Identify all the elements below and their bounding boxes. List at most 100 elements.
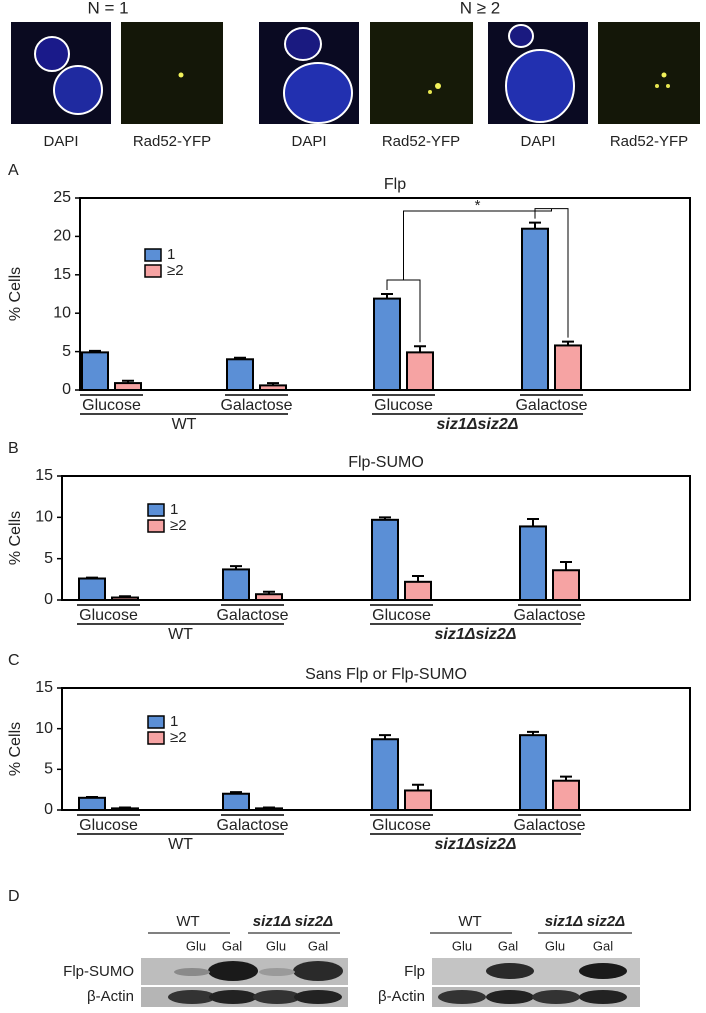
image-label: DAPI: [520, 133, 555, 150]
chart-title: Flp-SUMO: [348, 454, 424, 471]
x-tick-label: Glucose: [79, 817, 138, 834]
panel-label: A: [8, 162, 19, 179]
panel-label: D: [8, 888, 20, 905]
error-bar: [263, 806, 275, 809]
y-tick-label: 10: [35, 509, 53, 526]
legend-swatch: [147, 519, 165, 533]
y-tick-label: 20: [53, 228, 71, 245]
y-axis-label: % Cells: [7, 267, 24, 321]
bar: [552, 779, 580, 811]
x-tick-label: Glucose: [372, 607, 431, 624]
y-tick-label: 25: [53, 189, 71, 206]
row-label: Flp: [404, 963, 425, 980]
y-tick-label: 15: [35, 467, 53, 484]
error-bar: [267, 382, 279, 386]
lane-label: Gal: [498, 938, 518, 953]
group-label: siz1Δsiz2Δ: [435, 626, 517, 643]
bar: [521, 227, 549, 391]
error-bar: [122, 379, 134, 384]
legend-swatch: [144, 248, 162, 262]
x-tick-label: Galactose: [515, 397, 587, 414]
significance-bracket: [403, 208, 552, 280]
bar: [552, 569, 580, 601]
lane-label: Glu: [266, 938, 286, 953]
bar: [222, 792, 250, 812]
error-bar: [414, 345, 426, 353]
bar: [81, 351, 109, 392]
image-label: Rad52-YFP: [133, 133, 211, 150]
image-label: DAPI: [43, 133, 78, 150]
lane-label: Gal: [593, 938, 613, 953]
bar: [226, 358, 254, 391]
x-tick-label: Glucose: [374, 397, 433, 414]
error-bar: [562, 340, 574, 346]
bar: [371, 738, 399, 811]
plot-frame: [79, 197, 691, 391]
error-bar: [527, 730, 539, 736]
y-tick-label: 0: [44, 591, 53, 608]
x-tick-label: Glucose: [372, 817, 431, 834]
legend-label: ≥2: [167, 262, 184, 279]
error-bar: [527, 517, 539, 527]
panel-label: C: [8, 652, 20, 669]
x-tick-label: Galactose: [220, 397, 292, 414]
row-label: Flp-SUMO: [63, 963, 134, 980]
legend-label: 1: [170, 713, 178, 730]
bar: [78, 577, 106, 601]
error-bar: [89, 349, 101, 353]
error-bar: [263, 590, 275, 595]
lane-label: Glu: [452, 938, 472, 953]
error-bar: [86, 576, 98, 579]
x-tick-label: Galactose: [513, 607, 585, 624]
error-bar: [560, 775, 572, 781]
legend-swatch: [147, 503, 165, 517]
image-label: Rad52-YFP: [382, 133, 460, 150]
blot-group: WT: [176, 913, 199, 930]
group-label: siz1Δsiz2Δ: [437, 416, 519, 433]
bar: [222, 568, 250, 601]
blot-group: siz1Δ siz2Δ: [253, 913, 333, 930]
legend-label: ≥2: [170, 517, 187, 534]
group-label: WT: [168, 836, 193, 853]
blot-group: WT: [458, 913, 481, 930]
bar: [78, 796, 106, 811]
image-label: DAPI: [291, 133, 326, 150]
y-tick-label: 5: [44, 550, 53, 567]
error-bar: [560, 560, 572, 571]
plot-frame: [61, 687, 691, 811]
bar: [554, 344, 582, 391]
bar: [404, 580, 432, 602]
group-header: N = 1: [87, 0, 128, 17]
row-label: β-Actin: [87, 988, 134, 1005]
blot-group: siz1Δ siz2Δ: [545, 913, 625, 930]
error-bar: [119, 806, 131, 809]
bar: [519, 734, 547, 812]
error-bar: [412, 783, 424, 791]
x-tick-label: Galactose: [513, 817, 585, 834]
error-bar: [86, 795, 98, 798]
plot-frame: [61, 475, 691, 601]
group-header: N ≥ 2: [460, 0, 501, 17]
y-tick-label: 10: [35, 720, 53, 737]
micrographs: [11, 22, 700, 124]
error-bar: [379, 516, 391, 520]
x-tick-label: Glucose: [79, 607, 138, 624]
legend-label: ≥2: [170, 729, 187, 746]
x-tick-label: Galactose: [216, 607, 288, 624]
y-axis-label: % Cells: [7, 722, 24, 776]
y-tick-label: 5: [44, 761, 53, 778]
legend-swatch: [144, 264, 162, 278]
annotation: *: [475, 197, 481, 214]
lane-label: Glu: [545, 938, 565, 953]
lane-label: Glu: [186, 938, 206, 953]
legend-label: 1: [170, 501, 178, 518]
lane-label: Gal: [308, 938, 328, 953]
legend-label: 1: [167, 246, 175, 263]
group-label: WT: [172, 416, 197, 433]
y-tick-label: 0: [62, 381, 71, 398]
y-tick-label: 15: [53, 266, 71, 283]
error-bar: [379, 734, 391, 740]
legend-swatch: [147, 731, 165, 745]
error-bar: [234, 356, 246, 360]
